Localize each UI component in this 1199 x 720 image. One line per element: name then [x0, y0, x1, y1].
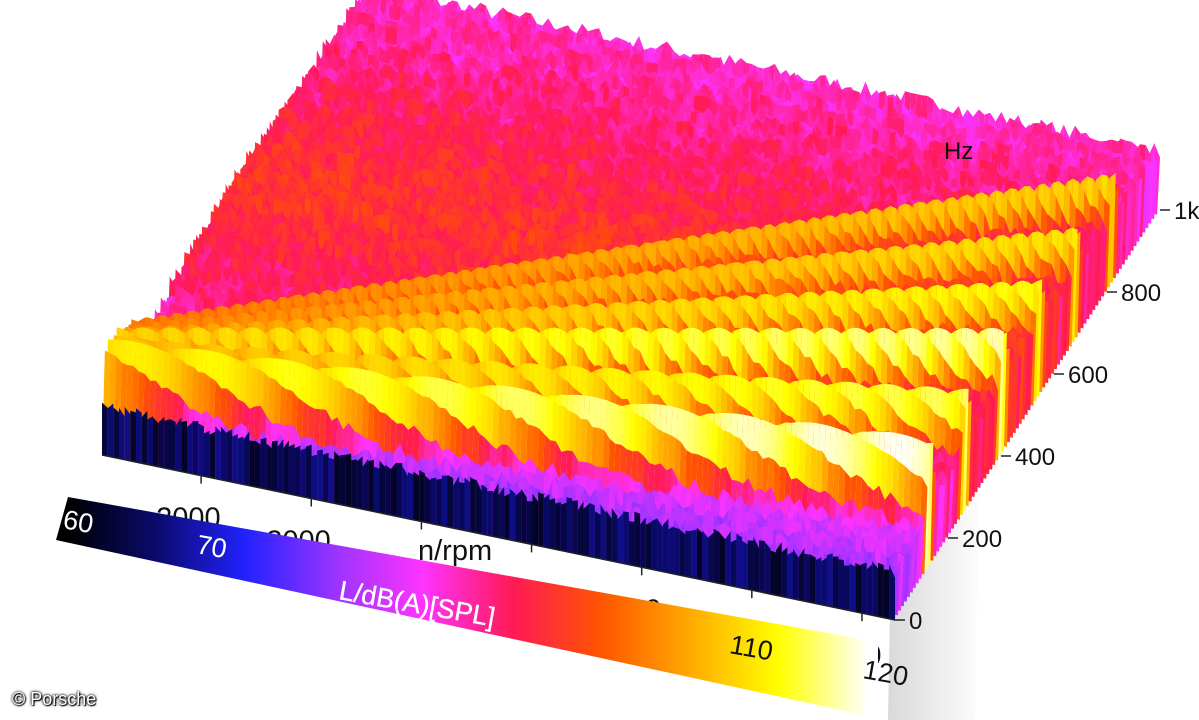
spectrum-surface: [102, 0, 1160, 620]
